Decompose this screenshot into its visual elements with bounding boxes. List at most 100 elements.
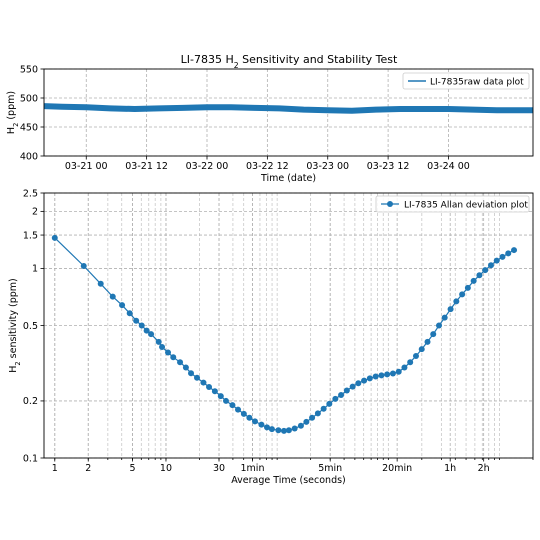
allan-data-point bbox=[217, 393, 224, 400]
allan-legend-box bbox=[375, 195, 530, 213]
allan-x-tick-label: 1min bbox=[241, 463, 265, 474]
allan-data-point bbox=[177, 359, 184, 366]
allan-x-tick-label: 5min bbox=[318, 463, 342, 474]
allan-data-point bbox=[97, 280, 104, 287]
raw-y-tick-label: 400 bbox=[20, 151, 38, 162]
allan-y-tick-label: 0.1 bbox=[23, 453, 38, 464]
allan-data-point bbox=[366, 375, 373, 382]
allan-data-point bbox=[436, 322, 443, 329]
allan-data-point bbox=[222, 397, 229, 404]
allan-data-point bbox=[280, 427, 287, 434]
allan-data-point bbox=[240, 410, 247, 417]
allan-y-tick-label: 2 bbox=[32, 207, 38, 218]
raw-legend-label: LI-7835raw data plot bbox=[430, 78, 524, 88]
allan-data-point bbox=[332, 395, 339, 402]
raw-data-panel: 03-21 00 03-21 12 03-22 00 03-22 12 03-23 00… bbox=[6, 64, 534, 184]
raw-x-tick-label: 03-23 00 bbox=[306, 161, 349, 172]
allan-data-point bbox=[482, 267, 489, 274]
allan-data-point bbox=[441, 314, 448, 321]
allan-x-tick-label: 1 bbox=[52, 463, 58, 474]
allan-data-point bbox=[235, 406, 242, 413]
allan-data-point bbox=[395, 368, 402, 375]
allan-data-point bbox=[155, 338, 162, 345]
allan-y-tick-label: 0.5 bbox=[23, 321, 38, 332]
chart-title: LI-7835 H2 Sensitivity and Stability Tes… bbox=[181, 53, 398, 70]
allan-deviation-panel: 1 2 5 10 30 1min 5min 20min 1h 2h 0.1 0.2 0.5 1 1.5 2 2.… bbox=[8, 188, 534, 486]
allan-data-point bbox=[206, 383, 213, 390]
allan-y-tick-label: 0.2 bbox=[23, 396, 38, 407]
allan-data-point bbox=[464, 284, 471, 291]
allan-data-point bbox=[384, 371, 391, 378]
allan-data-point bbox=[499, 253, 506, 260]
allan-x-tick-label: 5 bbox=[129, 463, 135, 474]
allan-series-line bbox=[54, 237, 515, 432]
allan-data-point bbox=[109, 293, 116, 300]
allan-data-point bbox=[268, 426, 275, 433]
allan-data-point bbox=[138, 322, 145, 329]
allan-data-point bbox=[430, 331, 437, 338]
allan-y-tick-label: 1 bbox=[32, 264, 38, 275]
raw-x-tick-label: 03-22 12 bbox=[246, 161, 289, 172]
raw-x-tick-label: 03-21 00 bbox=[65, 161, 108, 172]
allan-data-point bbox=[320, 405, 327, 412]
allan-data-point bbox=[511, 247, 518, 254]
raw-y-tick-label: 450 bbox=[20, 122, 38, 133]
allan-data-point bbox=[297, 422, 304, 429]
raw-x-tick-label: 03-21 12 bbox=[125, 161, 168, 172]
allan-legend-swatch-marker bbox=[387, 201, 393, 207]
allan-data-point bbox=[119, 302, 126, 309]
allan-data-point bbox=[126, 310, 133, 317]
allan-x-tick-label: 1h bbox=[444, 463, 456, 474]
allan-data-point bbox=[349, 383, 356, 390]
allan-data-point bbox=[246, 414, 253, 421]
allan-data-point bbox=[229, 402, 236, 409]
raw-y-tick-label: 550 bbox=[20, 64, 38, 75]
allan-y-tick-label: 1.5 bbox=[23, 230, 38, 241]
allan-data-point bbox=[361, 377, 368, 384]
allan-data-point bbox=[309, 414, 316, 421]
allan-x-tick-label: 2h bbox=[478, 463, 490, 474]
raw-x-tick-label: 03-23 12 bbox=[367, 161, 410, 172]
allan-x-tick-label: 20min bbox=[382, 463, 412, 474]
allan-data-point bbox=[143, 327, 150, 334]
allan-data-point bbox=[133, 317, 140, 324]
allan-x-tick-label: 30 bbox=[213, 463, 225, 474]
allan-legend-label: LI-7835 Allan deviation plot bbox=[404, 201, 528, 211]
allan-data-point bbox=[80, 263, 87, 270]
allan-y-axis-label: H2 sensitivity (ppm) bbox=[8, 278, 22, 373]
raw-legend-box bbox=[402, 72, 530, 90]
allan-data-point bbox=[355, 380, 362, 387]
allan-data-point bbox=[476, 272, 483, 279]
allan-data-point bbox=[258, 421, 265, 428]
allan-series-group bbox=[51, 234, 518, 434]
allan-data-point bbox=[487, 262, 494, 269]
allan-data-point bbox=[170, 354, 177, 361]
allan-data-point bbox=[372, 373, 379, 380]
raw-plot-frame bbox=[43, 68, 534, 157]
allan-data-point bbox=[407, 359, 414, 366]
allan-x-tick-label: 2 bbox=[85, 463, 91, 474]
raw-x-tick-label: 03-22 00 bbox=[186, 161, 229, 172]
allan-x-tick-label: 10 bbox=[160, 463, 172, 474]
allan-data-point bbox=[493, 257, 500, 264]
allan-data-point bbox=[51, 234, 58, 241]
allan-data-point bbox=[412, 353, 419, 360]
allan-data-point bbox=[182, 364, 189, 371]
allan-data-point bbox=[505, 250, 512, 257]
raw-x-tick-label: 03-24 00 bbox=[427, 161, 470, 172]
allan-data-point bbox=[303, 418, 310, 425]
allan-data-point bbox=[188, 370, 195, 377]
allan-data-point bbox=[314, 410, 321, 417]
allan-data-point bbox=[275, 427, 282, 434]
allan-data-point bbox=[165, 349, 172, 356]
allan-data-point bbox=[418, 346, 425, 353]
allan-data-point bbox=[148, 331, 155, 338]
allan-data-point bbox=[343, 387, 350, 394]
raw-y-axis-label: H2 (ppm) bbox=[6, 91, 20, 134]
allan-data-point bbox=[200, 379, 207, 386]
allan-data-point bbox=[326, 400, 333, 407]
raw-y-tick-label: 500 bbox=[20, 93, 38, 104]
allan-data-point bbox=[447, 306, 454, 313]
allan-data-point bbox=[264, 424, 271, 431]
